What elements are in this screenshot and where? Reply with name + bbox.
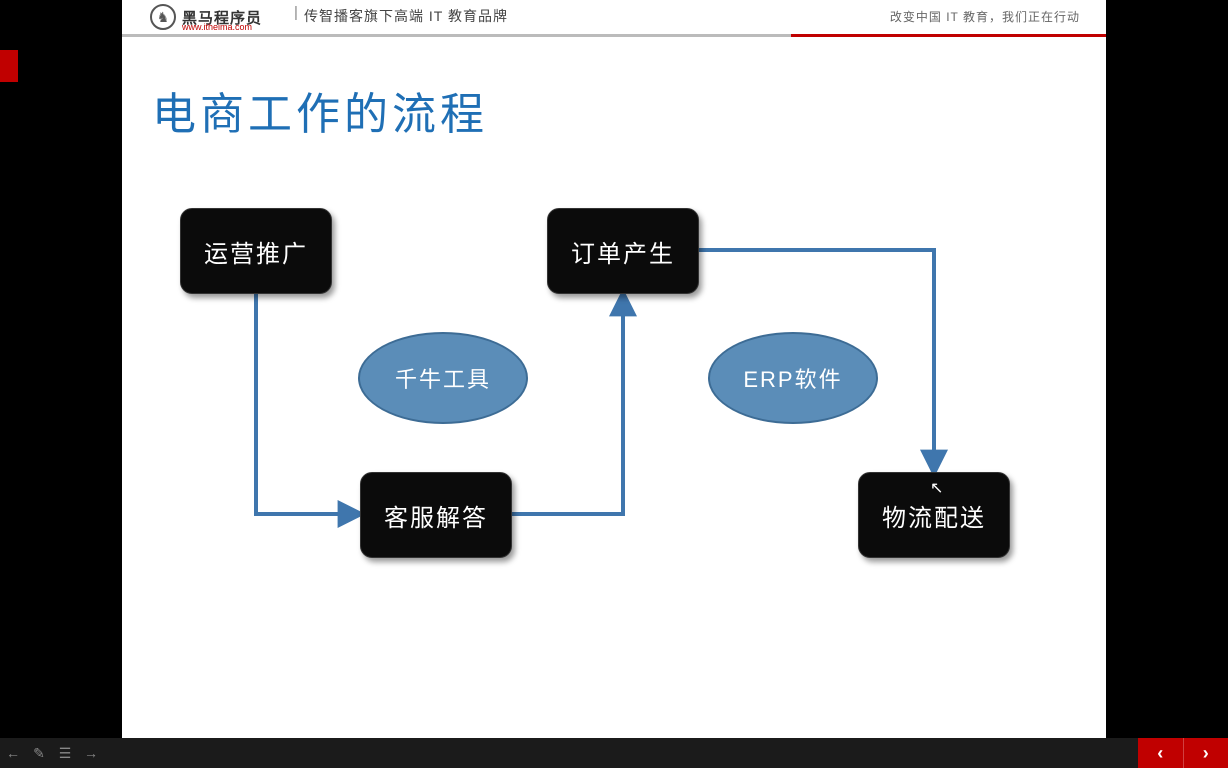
toolbar-pen-button[interactable]: ✎: [26, 738, 52, 768]
flow-node-label: 客服解答: [384, 498, 488, 533]
flow-node-label: 订单产生: [571, 234, 675, 269]
nav-pager: ‹ ›: [1138, 738, 1228, 768]
flow-node-order: 订单产生: [547, 208, 699, 294]
bottom-toolbar: ← ✎ ☰ → ‹ ›: [0, 738, 1228, 768]
toolbar-menu-button[interactable]: ☰: [52, 738, 78, 768]
flow-edge-service-order: [512, 294, 623, 514]
toolbar-forward-button[interactable]: →: [78, 738, 104, 768]
flow-node-label: ERP软件: [743, 362, 842, 394]
flow-node-label: 千牛工具: [395, 362, 491, 394]
toolbar-back-button[interactable]: ←: [0, 738, 26, 768]
flow-node-label: 物流配送: [882, 498, 986, 533]
flow-node-qianniu: 千牛工具: [358, 332, 528, 424]
flow-node-promo: 运营推广: [180, 208, 332, 294]
flow-node-service: 客服解答: [360, 472, 512, 558]
flow-node-erp: ERP软件: [708, 332, 878, 424]
prev-slide-button[interactable]: ‹: [1138, 738, 1183, 768]
slide: ♞ 黑马程序员 www.itheima.com | 传智播客旗下高端 IT 教育…: [122, 0, 1106, 738]
flow-edges: [122, 0, 1106, 738]
next-slide-button[interactable]: ›: [1183, 738, 1228, 768]
flow-edge-promo-service: [256, 294, 360, 514]
flow-node-label: 运营推广: [204, 234, 308, 269]
left-red-accent: [0, 50, 18, 82]
flowchart: 运营推广订单产生千牛工具ERP软件客服解答物流配送 ↖: [122, 0, 1106, 738]
flow-node-delivery: 物流配送: [858, 472, 1010, 558]
